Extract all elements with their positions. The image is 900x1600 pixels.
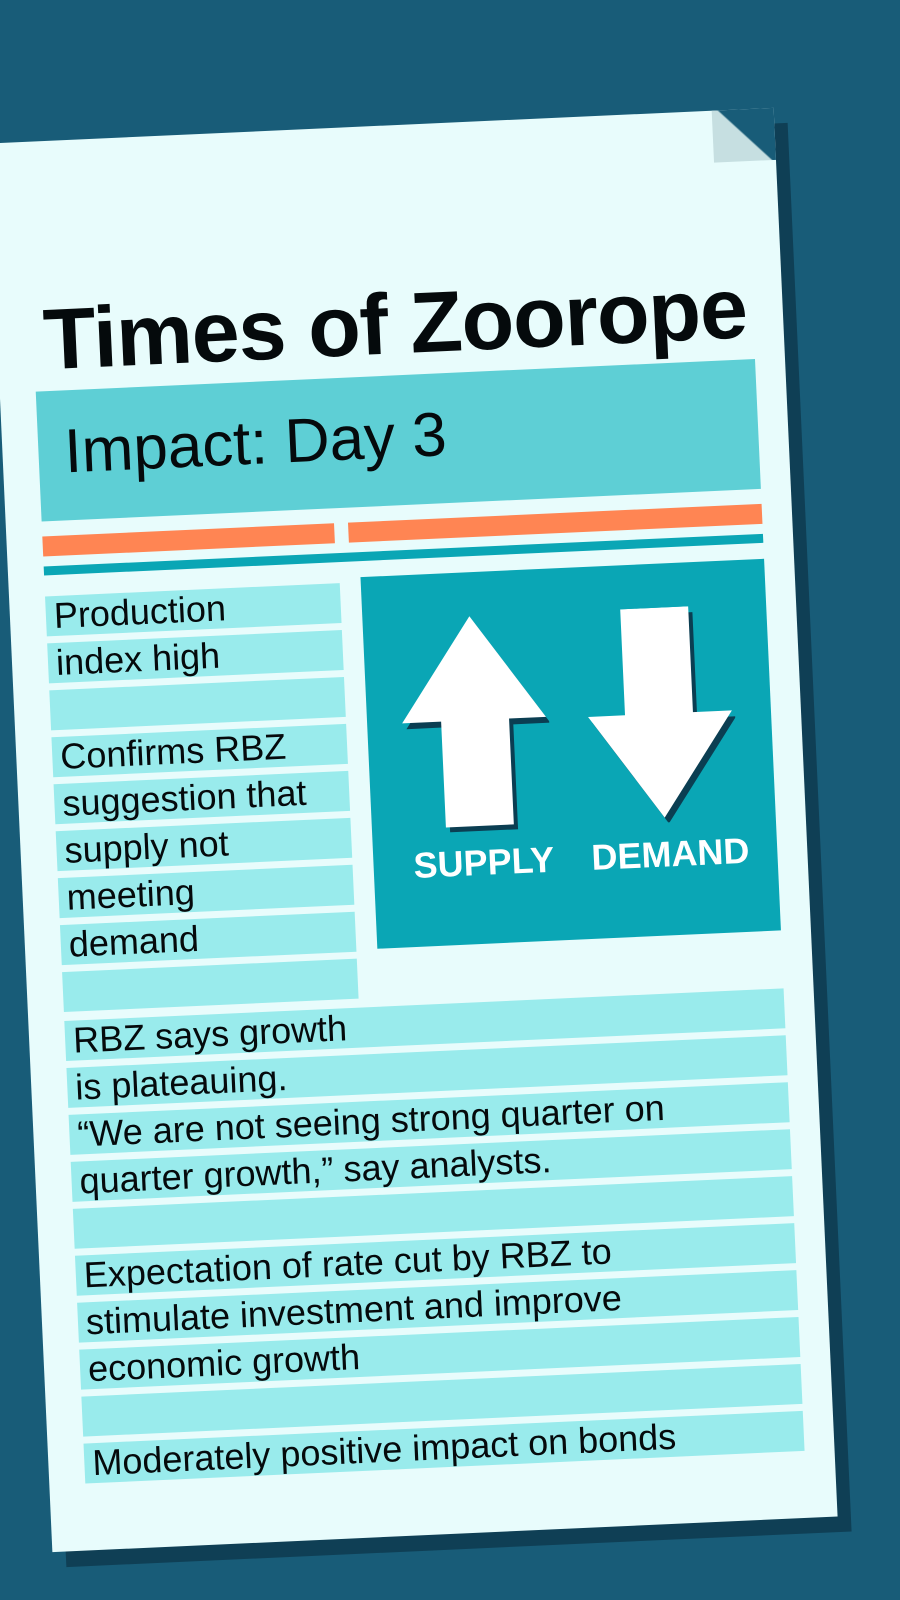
sidebar-line (49, 676, 346, 731)
headline: Impact: Day 3 (62, 400, 449, 487)
supply-label: SUPPLY (412, 838, 556, 886)
sidebar-line: supply not (55, 817, 353, 872)
demand-arrow (580, 604, 740, 826)
newspaper-page: Times of Zoorope Impact: Day 3 Productio… (0, 107, 838, 1553)
demand-label: DEMAND (590, 829, 751, 878)
supply-demand-graphic: SUPPLY DEMAND (360, 558, 781, 949)
page-corner-fold (711, 107, 776, 163)
sidebar-line: Confirms RBZ (51, 723, 348, 778)
sidebar-line (62, 958, 359, 1013)
sidebar-line: demand (59, 911, 357, 966)
sidebar-line: suggestion that (53, 770, 351, 825)
supply-arrow (394, 613, 554, 835)
sidebar-line: index high (47, 630, 344, 684)
article-body: RBZ says growth is plateauing. “We are n… (0, 108, 805, 1484)
sidebar-column: Production index high Confirms RBZ sugge… (0, 108, 774, 1013)
sidebar-line: Production (45, 583, 342, 637)
arrow-up-icon (402, 616, 551, 834)
arrow-down-icon (588, 606, 737, 824)
orange-divider-left (42, 523, 335, 557)
sidebar-line: meeting (57, 864, 355, 919)
